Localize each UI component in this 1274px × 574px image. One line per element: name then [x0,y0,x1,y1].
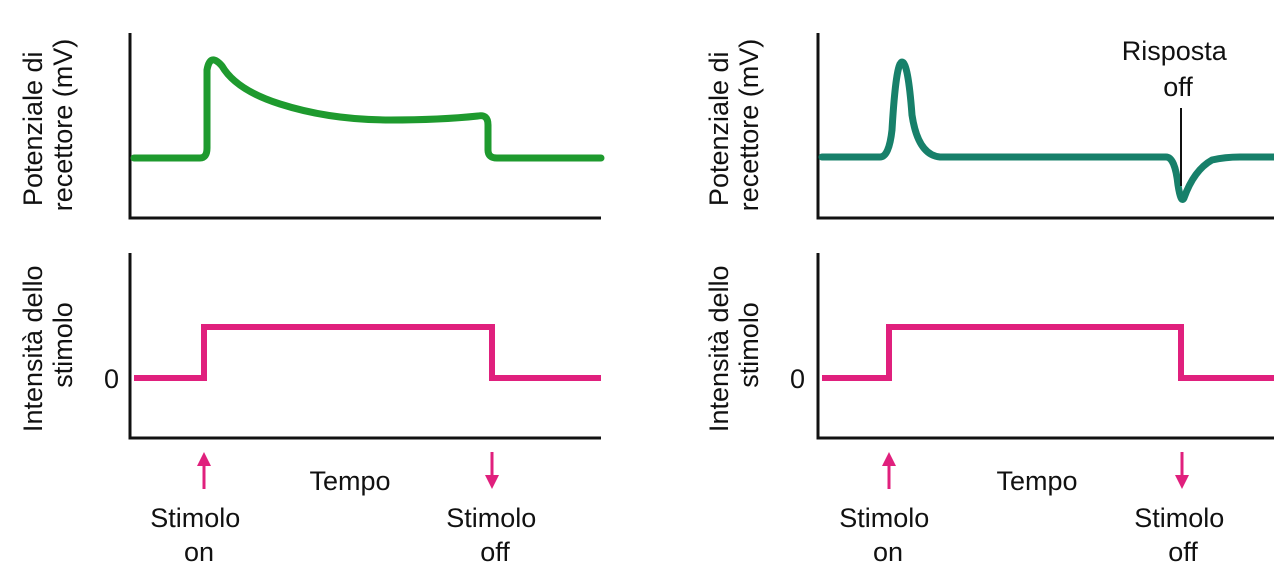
left-stimulus-axes [128,253,601,440]
right-receptor-curve [818,58,1274,203]
right-stimulus-ylabel: Intensità dello stimolo [704,258,764,432]
right-stimulus-trace [822,324,1274,381]
left-panel: Potenziale di recettore (mV) 0 Intensità… [18,33,605,567]
left-stimulus-ylabel: Intensità dello stimolo [18,258,78,432]
left-stim-off-arrow [485,452,499,489]
right-stim-off-arrow [1175,452,1189,489]
left-receptor-axes [128,33,601,220]
right-stim-off-label: Stimolo off [1134,503,1232,567]
left-stim-on-arrow [197,452,211,489]
left-receptor-curve [130,56,605,162]
off-response-label: Risposta off [1122,36,1235,102]
right-stim-on-label: Stimolo on [839,503,937,567]
right-zero-label: 0 [790,364,805,394]
right-time-label: Tempo [996,466,1077,496]
left-stim-off-label: Stimolo off [446,503,544,567]
right-stim-on-arrow [882,452,896,489]
left-receptor-ylabel: Potenziale di recettore (mV) [18,39,78,212]
right-receptor-ylabel: Potenziale di recettore (mV) [704,39,764,212]
right-panel: Risposta off Potenziale di recettore (mV… [704,33,1274,567]
left-stim-on-label: Stimolo on [150,503,248,567]
right-receptor-axes [816,33,1274,220]
left-time-label: Tempo [309,466,390,496]
right-stimulus-axes [816,253,1274,440]
left-stimulus-trace [134,324,601,381]
left-zero-label: 0 [104,364,119,394]
